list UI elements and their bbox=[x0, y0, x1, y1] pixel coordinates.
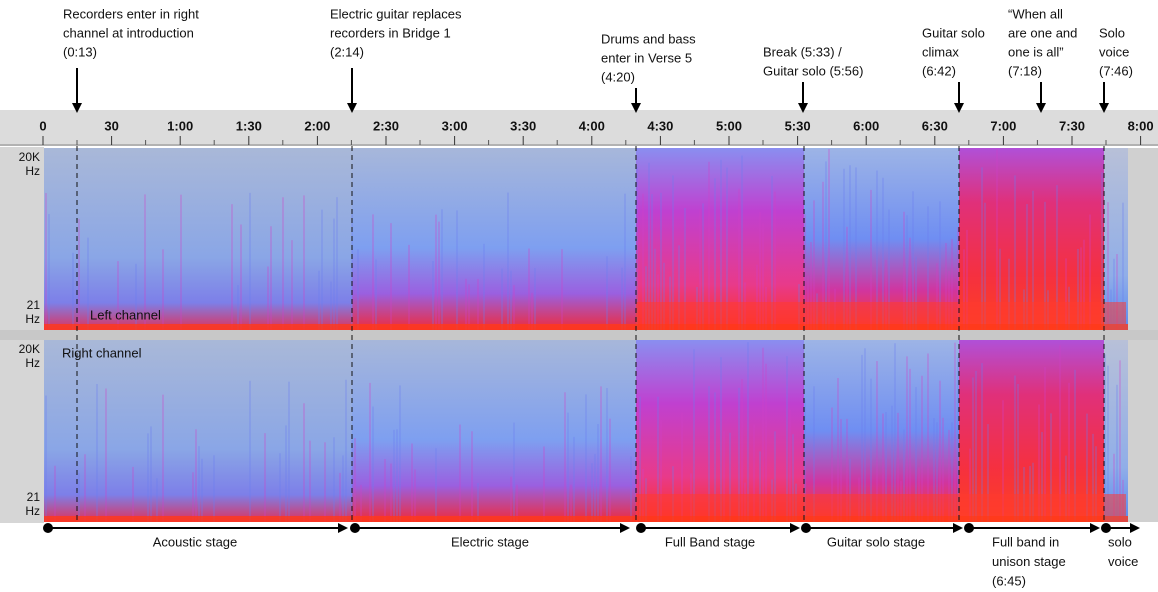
arrow-head bbox=[1099, 103, 1109, 113]
annotation-text: Guitar solo bbox=[922, 25, 985, 40]
stage-label: unison stage bbox=[992, 554, 1066, 569]
annotation-text: Recorders enter in right bbox=[63, 6, 199, 21]
arrow-head bbox=[954, 103, 964, 113]
stages: Acoustic stage Electric stage Full Band st… bbox=[43, 523, 1140, 588]
arrow-head bbox=[1036, 103, 1046, 113]
spectro-segment bbox=[352, 340, 636, 522]
freq-label: 20K bbox=[19, 150, 40, 164]
arrow-head bbox=[72, 103, 82, 113]
freq-label: Hz bbox=[25, 356, 40, 370]
annotation-text: (7:46) bbox=[1099, 63, 1133, 78]
spectro-segment bbox=[804, 340, 959, 522]
annotation-text: one is all” bbox=[1008, 44, 1064, 59]
ruler-label: 2:30 bbox=[373, 118, 399, 133]
stage-label: Guitar solo stage bbox=[827, 534, 925, 549]
ruler-label: 6:30 bbox=[922, 118, 948, 133]
stage-label: Electric stage bbox=[451, 534, 529, 549]
annotation-text: “When all bbox=[1008, 6, 1063, 21]
annotations: Recorders enter in right channel at intro… bbox=[63, 6, 1133, 113]
channel-label: Left channel bbox=[90, 307, 161, 322]
freq-label: 21 bbox=[27, 490, 41, 504]
freq-label: 20K bbox=[19, 342, 40, 356]
freq-label: Hz bbox=[25, 312, 40, 326]
annotation-text: Electric guitar replaces bbox=[330, 6, 462, 21]
ruler-label: 7:30 bbox=[1059, 118, 1085, 133]
ruler-band bbox=[0, 110, 1158, 146]
ruler-label: 2:00 bbox=[304, 118, 330, 133]
spectro-floor bbox=[44, 516, 1128, 522]
panel-divider bbox=[0, 330, 1158, 340]
arrow-head bbox=[347, 103, 357, 113]
arrow-head bbox=[620, 523, 630, 533]
spectro-segment bbox=[959, 148, 1104, 330]
arrow-head bbox=[790, 523, 800, 533]
annotation-text: Drums and bass bbox=[601, 31, 696, 46]
ruler-label: 7:00 bbox=[990, 118, 1016, 133]
ruler-label: 4:00 bbox=[579, 118, 605, 133]
annotation-text: Guitar solo (5:56) bbox=[763, 63, 863, 78]
spectro-floor bbox=[44, 324, 1128, 330]
spectro-segment bbox=[804, 148, 959, 330]
ruler-label: 5:00 bbox=[716, 118, 742, 133]
annotation-text: channel at introduction bbox=[63, 25, 194, 40]
freq-label: Hz bbox=[25, 164, 40, 178]
stage-label: (6:45) bbox=[992, 573, 1026, 588]
ruler-label: 30 bbox=[104, 118, 118, 133]
arrow-head bbox=[1090, 523, 1100, 533]
spectro-tail bbox=[1128, 340, 1158, 522]
arrow-head bbox=[798, 103, 808, 113]
arrow-head bbox=[338, 523, 348, 533]
freq-label: Hz bbox=[25, 504, 40, 518]
ruler-label: 3:00 bbox=[442, 118, 468, 133]
spectro-segment bbox=[44, 340, 77, 522]
ruler-label: 6:00 bbox=[853, 118, 879, 133]
annotation-text: Solo bbox=[1099, 25, 1125, 40]
ruler-label: 8:00 bbox=[1128, 118, 1154, 133]
spectro-segment bbox=[352, 148, 636, 330]
annotation-text: (6:42) bbox=[922, 63, 956, 78]
spectro-tail bbox=[1128, 148, 1158, 330]
stage-label: voice bbox=[1108, 554, 1138, 569]
annotation-text: enter in Verse 5 bbox=[601, 50, 692, 65]
stage-label: solo bbox=[1108, 534, 1132, 549]
annotation-text: are one and bbox=[1008, 25, 1077, 40]
annotation-text: voice bbox=[1099, 44, 1129, 59]
arrow-head bbox=[631, 103, 641, 113]
ruler-label: 3:30 bbox=[510, 118, 536, 133]
annotation-text: (7:18) bbox=[1008, 63, 1042, 78]
stage-label: Full band in bbox=[992, 534, 1059, 549]
annotation-text: (2:14) bbox=[330, 44, 364, 59]
spectro-segment bbox=[77, 148, 352, 330]
spectro-segment bbox=[959, 340, 1104, 522]
stage-label: Full Band stage bbox=[665, 534, 755, 549]
ruler-label: 4:30 bbox=[647, 118, 673, 133]
ruler-label: 5:30 bbox=[785, 118, 811, 133]
annotation-text: (0:13) bbox=[63, 44, 97, 59]
spectro-segment bbox=[636, 340, 804, 522]
ruler-label: 0 bbox=[39, 118, 46, 133]
arrow-head bbox=[1130, 523, 1140, 533]
stage-label: Acoustic stage bbox=[153, 534, 238, 549]
annotation-text: (4:20) bbox=[601, 69, 635, 84]
spectro-low bbox=[636, 494, 1126, 516]
arrow-head bbox=[953, 523, 963, 533]
spectro-low bbox=[636, 302, 1126, 324]
annotation-text: recorders in Bridge 1 bbox=[330, 25, 451, 40]
annotation-text: Break (5:33) / bbox=[763, 44, 842, 59]
channel-label: Right channel bbox=[62, 345, 142, 360]
ruler-label: 1:30 bbox=[236, 118, 262, 133]
ruler-label: 1:00 bbox=[167, 118, 193, 133]
freq-label: 21 bbox=[27, 298, 41, 312]
annotation-text: climax bbox=[922, 44, 959, 59]
